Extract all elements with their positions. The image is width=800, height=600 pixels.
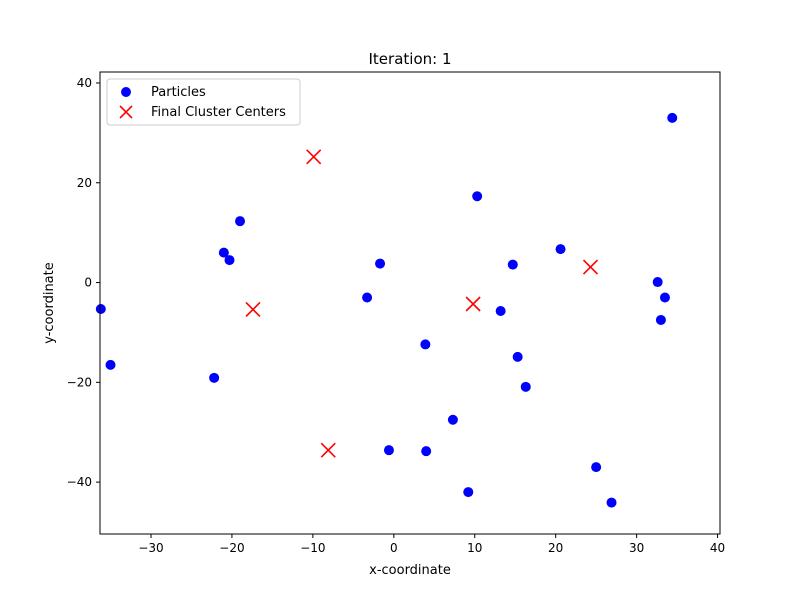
cluster-center-marker-2: [245, 301, 261, 318]
particle-point-19: [209, 372, 220, 383]
x-tick-label: 10: [467, 541, 482, 555]
particle-point-15: [420, 339, 431, 350]
particle-point-9: [652, 277, 663, 288]
plot-frame: [99, 71, 721, 535]
particle-point-5: [224, 255, 235, 266]
y-axis-ticks: −40 −20 0 20 40: [67, 76, 100, 489]
y-tick-label: 0: [84, 276, 92, 290]
x-tick-label: −30: [138, 541, 163, 555]
y-axis-label: y-coordinate: [42, 262, 57, 344]
particle-point-4: [218, 247, 229, 258]
y-tick-label: 40: [77, 76, 92, 90]
particle-point-18: [105, 359, 116, 370]
particle-point-16: [512, 351, 523, 362]
particle-point-23: [463, 487, 474, 498]
chart-title: Iteration: 1: [369, 50, 452, 68]
particle-point-25: [606, 497, 617, 508]
particle-point-12: [95, 303, 106, 314]
particle-point-21: [383, 445, 394, 456]
particle-point-22: [421, 446, 432, 457]
y-tick-label: −40: [67, 475, 92, 489]
legend: Particles Final Cluster Centers: [106, 78, 301, 126]
particle-point-13: [362, 292, 373, 303]
particle-point-1: [667, 112, 678, 123]
particle-point-17: [520, 381, 531, 392]
cluster-center-marker-4: [582, 259, 599, 275]
cluster-center-marker-1: [306, 149, 322, 165]
x-tick-label: 0: [390, 541, 398, 555]
particle-point-8: [507, 259, 518, 270]
y-tick-label: −20: [67, 375, 92, 389]
particle-point-7: [555, 244, 566, 255]
legend-box: [106, 78, 301, 126]
x-tick-label: −10: [300, 541, 325, 555]
particle-point-20: [447, 414, 458, 425]
plot-marks: [95, 112, 678, 508]
particle-point-24: [591, 462, 602, 473]
particle-point-14: [495, 305, 506, 316]
x-tick-label: 20: [548, 541, 563, 555]
legend-particles-marker: [121, 87, 131, 97]
legend-particles-label: Particles: [151, 85, 206, 100]
particle-point-6: [375, 258, 386, 269]
legend-centers-label: Final Cluster Centers: [151, 105, 286, 120]
cluster-center-marker-5: [320, 442, 336, 458]
x-axis-label: x-coordinate: [369, 563, 451, 578]
x-tick-label: 30: [629, 541, 644, 555]
particle-point-3: [235, 216, 246, 227]
x-axis-ticks: −30 −20 −10 0 10 20 30 40: [138, 534, 725, 555]
y-tick-label: 20: [77, 176, 92, 190]
particle-point-10: [659, 292, 670, 303]
x-tick-label: −20: [219, 541, 244, 555]
particle-point-11: [655, 314, 666, 325]
particle-point-2: [472, 191, 483, 202]
cluster-center-marker-3: [465, 296, 481, 312]
x-tick-label: 40: [710, 541, 725, 555]
legend-centers-marker: [119, 105, 133, 119]
